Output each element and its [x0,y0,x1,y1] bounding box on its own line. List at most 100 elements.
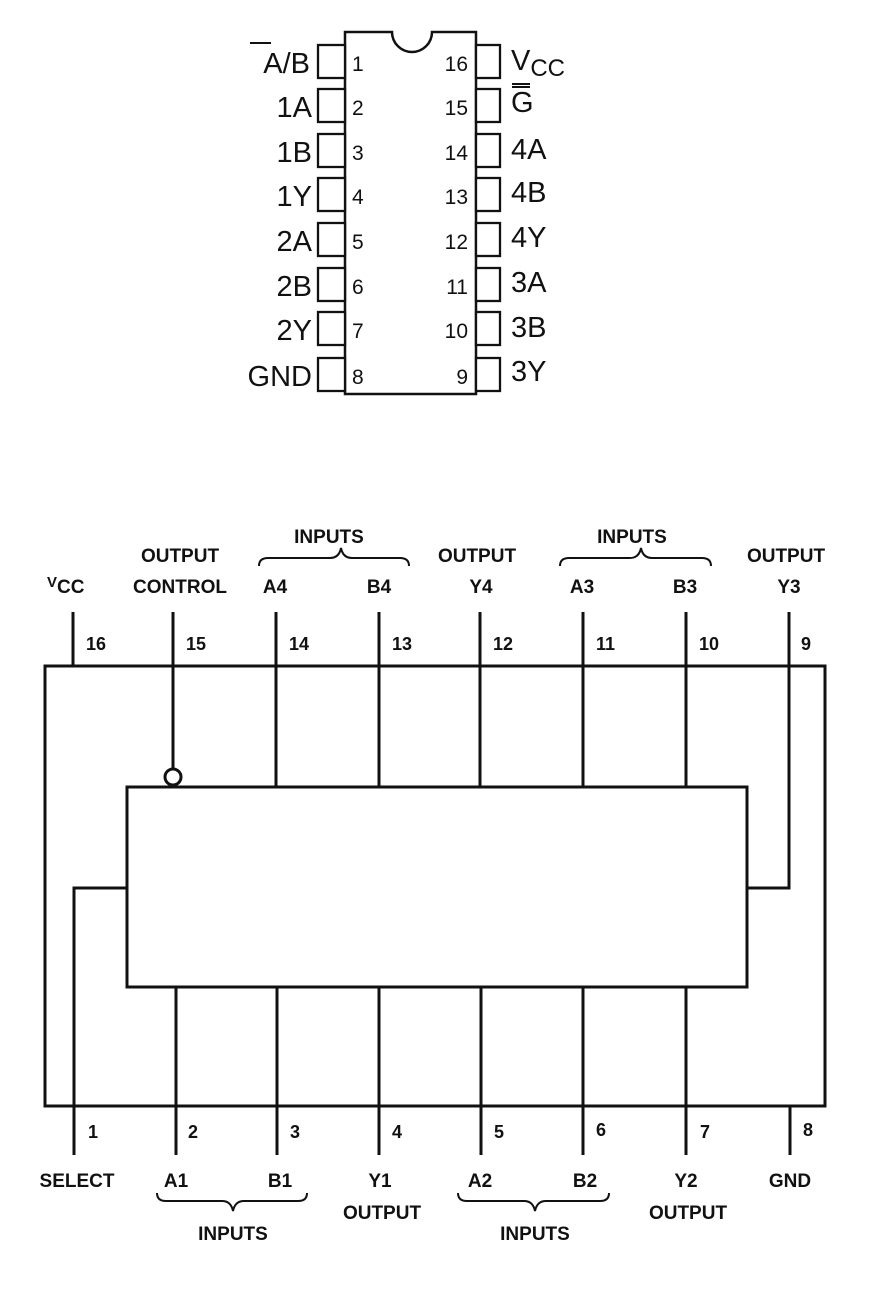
dip-pin-label-14: 4A [511,134,547,166]
dip-pin-pad-3 [316,132,347,169]
brace-inputs-top-1 [258,547,410,567]
label-select: SELECT [40,1171,115,1192]
dip-pin-label-16: VCC [511,45,565,82]
logic-pin-num-16: 16 [86,634,106,654]
label-y3: Y3 [777,577,800,598]
logic-pin-num-10: 10 [699,634,719,654]
label-b2: B2 [573,1171,597,1192]
logic-diagram [43,547,827,1212]
label-output-y4-1: OUTPUT [438,546,517,567]
label-y2-output: OUTPUT [649,1203,728,1224]
dip-pin-label-11: 3A [511,267,547,299]
label-y4: Y4 [469,577,493,598]
dip-pin-pad-16 [474,43,502,80]
label-vcc-main: V [47,574,57,591]
dip-pin-label-16-sub: CC [530,55,565,82]
brace-inputs-bottom-2 [457,1192,610,1212]
dip-pin-num-2: 2 [352,97,364,120]
dip-left-labels: 1 2 3 4 5 6 7 8 A/B 1A 1B 1Y 2A 2B 2Y GN… [248,42,364,393]
logic-pin-num-6: 6 [596,1120,606,1140]
logic-pin-num-4: 4 [392,1122,402,1142]
dip-pin-pad-14 [474,132,502,169]
label-b1: B1 [268,1171,293,1192]
logic-pin-num-7: 7 [700,1122,710,1142]
logic-pin-num-13: 13 [392,634,412,654]
dip-pin-pad-5 [316,221,347,258]
dip-pin-num-9: 9 [456,366,468,389]
label-b3: B3 [673,577,697,598]
logic-pin-num-12: 12 [493,634,513,654]
label-inputs-top-1: INPUTS [294,527,364,548]
brace-inputs-bottom-1 [156,1192,308,1212]
dip-pin-pad-11 [474,266,502,303]
logic-top-labels: VCC OUTPUT CONTROL INPUTS A4 B4 OUTPUT Y… [47,527,825,598]
lead-pin-1 [72,886,127,1155]
dip-package [343,30,478,396]
dip-pin-num-12: 12 [445,231,468,254]
dip-pin-num-8: 8 [352,366,364,389]
dip-pin-num-3: 3 [352,142,364,165]
dip-body [343,30,478,396]
dip-pin-num-16: 16 [445,53,468,76]
logic-pin-num-1: 1 [88,1122,98,1142]
label-vcc: VCC [47,574,85,598]
logic-pin-num-15: 15 [186,634,206,654]
dip-pin-label-15: G [511,87,534,119]
dip-pin-pad-1 [316,43,347,80]
dip-pin-label-5: 2A [277,226,313,258]
label-a4: A4 [263,577,288,598]
dip-pin-label-6: 2B [277,271,312,303]
dip-pin-label-10: 3B [511,312,546,344]
dip-pin-label-2: 1A [277,92,313,124]
label-vcc-sub: CC [57,577,85,598]
dip-pin-num-13: 13 [445,186,468,209]
logic-package-outline [43,664,827,1108]
inverting-bubble-icon [163,767,183,787]
logic-pin-num-9: 9 [801,634,811,654]
dip-pin-num-11: 11 [446,276,468,299]
logic-pin-num-2: 2 [188,1122,198,1142]
label-inputs-bottom-1: INPUTS [198,1224,268,1245]
dip-pin-label-1-bar: A [263,48,283,80]
logic-pin-num-8: 8 [803,1120,813,1140]
label-a3: A3 [570,577,594,598]
dip-right-pins [474,43,502,393]
label-output-y3-1: OUTPUT [747,546,826,567]
logic-pin-num-5: 5 [494,1122,504,1142]
dip-pin-pad-8 [316,356,347,393]
label-a1: A1 [164,1171,189,1192]
dip-pin-label-12: 4Y [511,222,546,254]
dip-pin-label-13: 4B [511,177,546,209]
lead-pin-9 [747,612,791,890]
logic-function-block [125,785,749,989]
dip-pin-pad-15 [474,87,502,124]
label-output-control-2: CONTROL [133,577,227,598]
dip-pin-pad-2 [316,87,347,124]
brace-inputs-top-2 [559,547,712,567]
label-inputs-top-2: INPUTS [597,527,667,548]
dip-left-pins [316,43,347,393]
dip-pin-pad-10 [474,310,502,347]
logic-pin-num-14: 14 [289,634,309,654]
dip-pin-pad-13 [474,176,502,213]
dip-pin-num-6: 6 [352,276,364,299]
label-y2: Y2 [674,1171,697,1192]
dip-pin-label-8: GND [248,361,312,393]
dip-pin-num-10: 10 [445,320,468,343]
label-a2: A2 [468,1171,492,1192]
dip-pin-num-4: 4 [352,186,364,209]
dip-pin-label-7: 2Y [277,315,312,347]
logic-pin-num-11: 11 [596,634,615,654]
dip-pin-num-15: 15 [445,97,468,120]
dip-pin-label-4: 1Y [277,181,312,213]
dip-pin-label-3: 1B [277,137,312,169]
dip-pin-num-1: 1 [352,53,364,76]
label-inputs-bottom-2: INPUTS [500,1224,570,1245]
label-b4: B4 [367,577,392,598]
logic-pin-num-3: 3 [290,1122,300,1142]
dip-pin-num-14: 14 [445,142,469,165]
logic-bottom-pin-numbers: 1 2 3 4 5 6 7 8 [88,1120,813,1142]
label-y1: Y1 [368,1171,392,1192]
dip-pin-pad-12 [474,221,502,258]
